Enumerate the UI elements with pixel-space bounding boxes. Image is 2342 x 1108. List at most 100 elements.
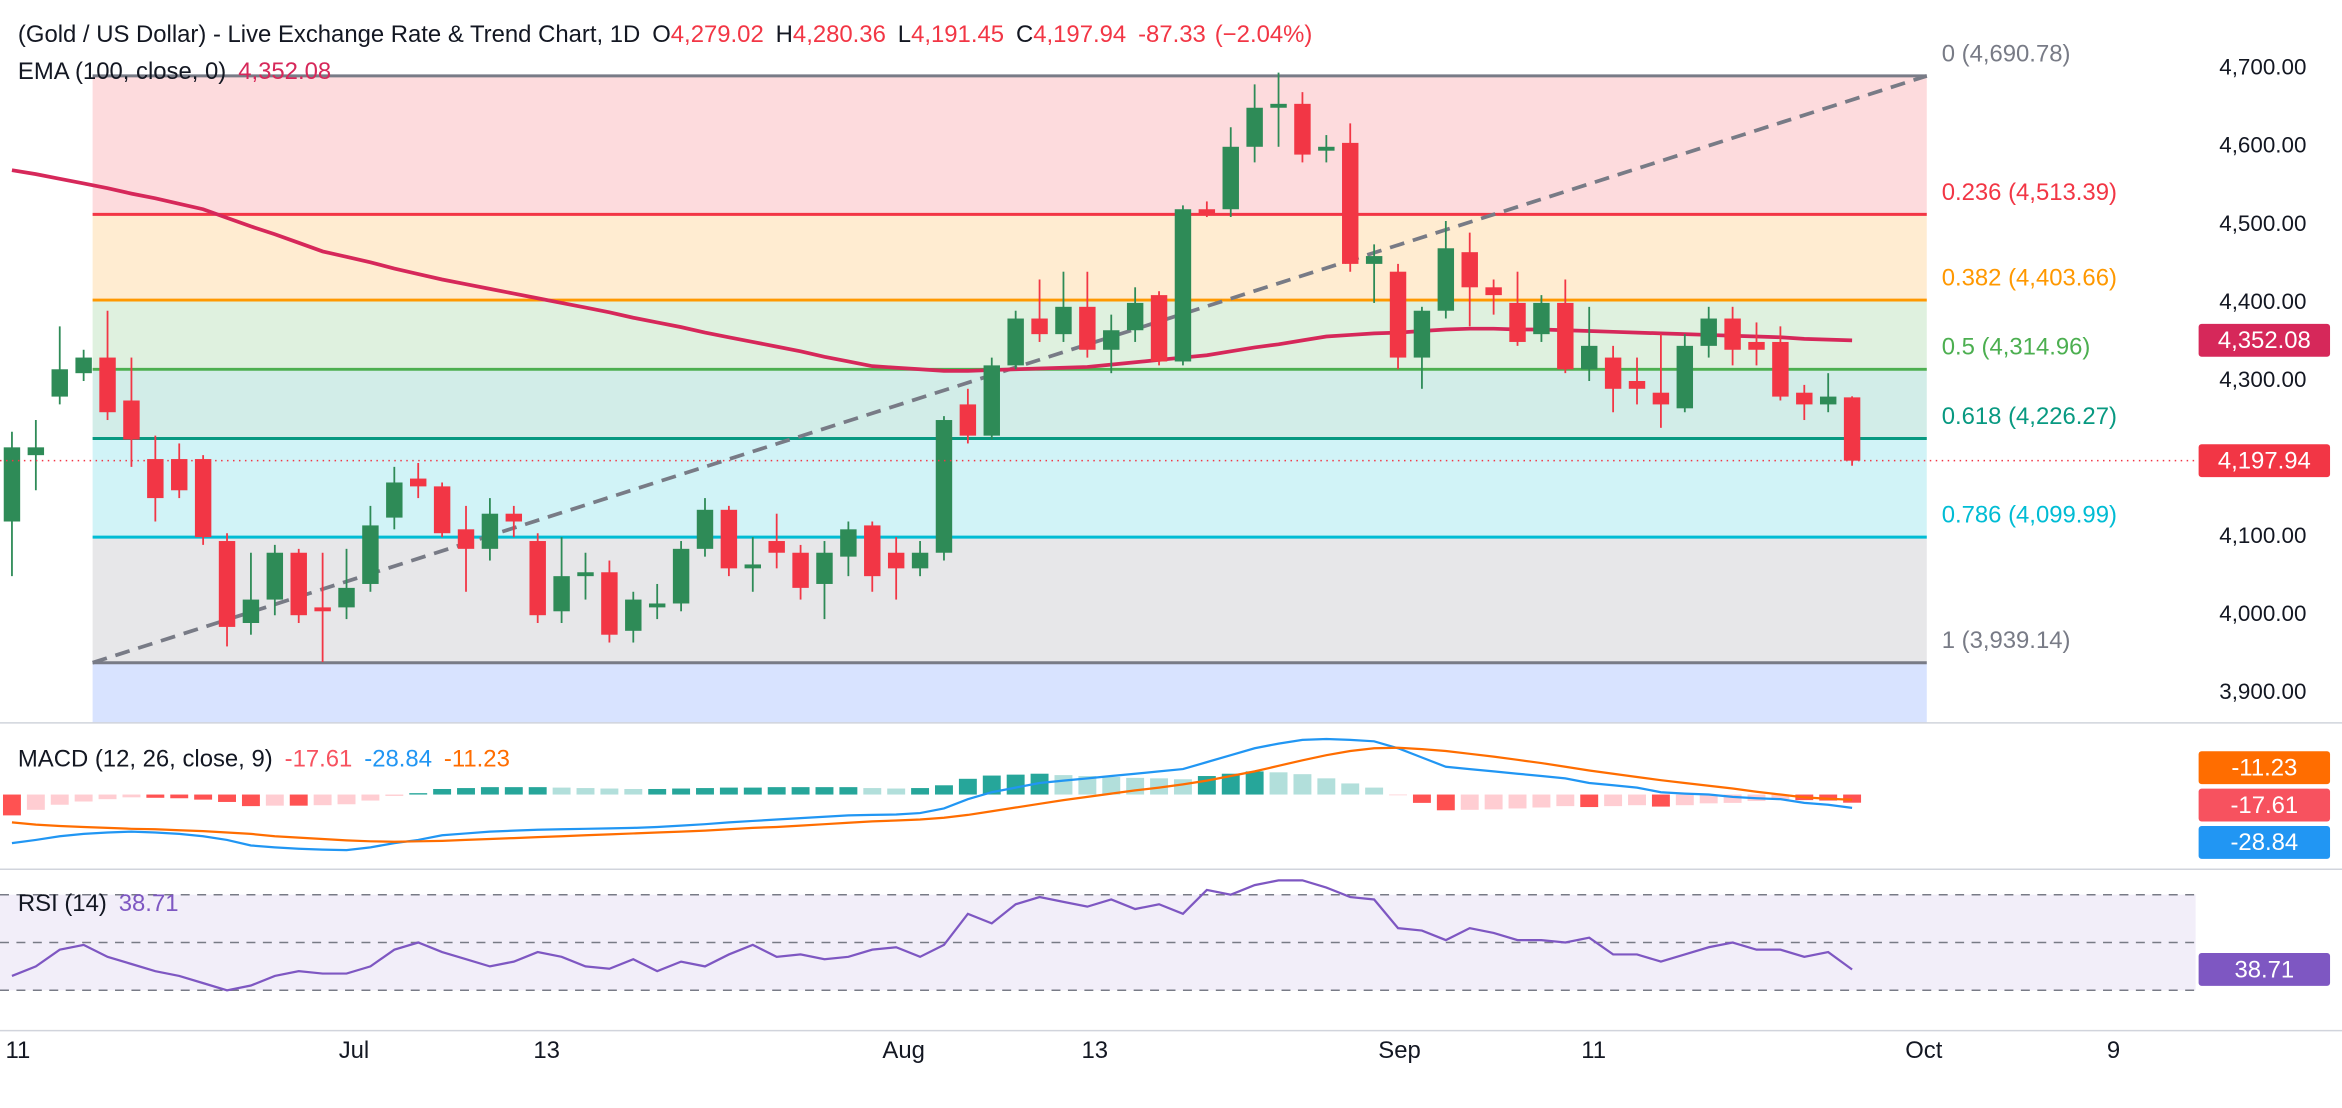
fib-zone — [92, 214, 1927, 301]
macd-histogram-bar — [1269, 772, 1288, 795]
candle-body — [720, 509, 738, 569]
candle-body — [1103, 330, 1120, 350]
macd-histogram-bar — [911, 788, 930, 795]
macd-histogram-bar — [552, 787, 571, 795]
macd-histogram-bar — [218, 794, 236, 802]
macd-line — [11, 737, 1853, 852]
ohlc-prefix: O — [652, 21, 671, 48]
candle-body — [887, 552, 905, 569]
x-tick-label: 11 — [6, 1037, 31, 1064]
candle-body — [1843, 397, 1861, 461]
macd-histogram-bar — [409, 793, 428, 795]
candle-body — [218, 541, 236, 627]
candle-body — [1007, 318, 1024, 366]
fib-label: 0.786 (4,099.99) — [1942, 502, 2117, 529]
x-tick-label: 11 — [1581, 1037, 1606, 1064]
macd-histogram-bar — [50, 794, 69, 805]
candle-body — [1437, 248, 1455, 311]
candle-body — [1461, 252, 1478, 288]
candle-body — [242, 599, 260, 624]
macd-histogram-bar — [1675, 794, 1694, 806]
macd-histogram-bar — [289, 794, 308, 806]
x-tick-label: Aug — [882, 1037, 924, 1064]
macd-histogram-bar — [1317, 778, 1336, 795]
candle-body — [1580, 345, 1598, 370]
candle-body — [1055, 306, 1072, 335]
candle-body — [577, 572, 594, 577]
candle-body — [123, 400, 140, 440]
macd-histogram-bar — [1102, 776, 1121, 795]
candle-body — [457, 529, 475, 549]
macd-histogram-bar — [1723, 794, 1742, 803]
fib-label: 0.618 (4,226.27) — [1942, 403, 2117, 430]
macd-histogram-bar — [1173, 779, 1192, 795]
macd-histogram-bar — [1006, 774, 1025, 795]
macd-histogram-bar — [743, 787, 762, 795]
rsi-tag-label: 38.71 — [2234, 956, 2294, 983]
x-tick-label: Oct — [1905, 1037, 1943, 1064]
y-tick-label: 4,300.00 — [2219, 367, 2306, 392]
macd-histogram-bar — [1245, 771, 1264, 795]
candle-body — [1509, 302, 1526, 342]
candle-body — [1724, 318, 1741, 350]
candle-body — [266, 552, 284, 600]
candle-body — [1389, 271, 1407, 358]
candle-body — [1198, 209, 1216, 214]
candle-body — [1413, 310, 1431, 358]
candle-body — [386, 482, 403, 518]
candle-body — [314, 607, 331, 612]
chart-title: (Gold / US Dollar) - Live Exchange Rate … — [18, 21, 640, 48]
macd-histogram-bar — [1412, 794, 1431, 803]
ema-price-tag-label: 4,352.08 — [2218, 327, 2311, 354]
candle-body — [911, 552, 929, 569]
macd-histogram-bar — [982, 775, 1001, 795]
x-tick-label: 9 — [2107, 1037, 2120, 1064]
candle-body — [1318, 146, 1335, 151]
macd-histogram-bar — [313, 794, 332, 806]
macd-histogram-bar — [480, 787, 499, 795]
candle-body — [1079, 306, 1096, 350]
y-tick-label: 4,700.00 — [2219, 55, 2306, 80]
ohlc-prefix: L — [898, 21, 911, 48]
candle-body — [983, 365, 1000, 436]
macd-histogram-bar — [624, 788, 643, 795]
macd-tag-label: -28.84 — [2230, 829, 2298, 856]
candle-body — [864, 525, 881, 577]
macd-histogram-bar — [576, 788, 595, 795]
candle-body — [1676, 345, 1694, 409]
fib-zone — [92, 537, 1927, 663]
histogram-tag — [2198, 788, 2331, 822]
macd-histogram-bar — [791, 787, 810, 795]
ohlc-value: 4,280.36 — [793, 21, 886, 48]
macd-histogram-bar — [1484, 794, 1503, 810]
candle-body — [1031, 318, 1048, 335]
macd-histogram-bar — [1221, 773, 1240, 795]
candle-body — [672, 548, 690, 604]
candle-body — [1126, 302, 1144, 331]
y-tick-label: 4,000.00 — [2219, 601, 2306, 626]
macd-histogram-bar — [1843, 794, 1862, 803]
macd-legend: MACD (12, 26, close, 9) -17.61 -28.84 -11.2… — [18, 746, 510, 773]
candle-body — [935, 420, 953, 553]
macd-histogram-bar — [696, 788, 714, 795]
candle-body — [290, 552, 307, 616]
macd-histogram-bar — [433, 788, 452, 795]
macd-histogram-bar — [1532, 794, 1551, 808]
macd-histogram-bar — [146, 794, 165, 798]
fib-zone — [92, 75, 1927, 215]
macd-histogram-bar — [935, 785, 953, 795]
fib-label: 1 (3,939.14) — [1942, 627, 2071, 654]
candle-body — [959, 404, 977, 436]
candle-body — [696, 509, 714, 549]
signal-tag — [2198, 751, 2331, 785]
macd-histogram-bar — [863, 788, 882, 795]
rsi-line — [11, 879, 1853, 992]
macd-histogram-bar — [385, 794, 404, 796]
candle-body — [1365, 256, 1383, 264]
macd-histogram-bar — [98, 794, 117, 800]
macd-histogram-bar — [337, 794, 356, 805]
candle-body — [1700, 318, 1717, 346]
candle-body — [648, 603, 666, 608]
macd-histogram-bar — [1628, 794, 1646, 806]
